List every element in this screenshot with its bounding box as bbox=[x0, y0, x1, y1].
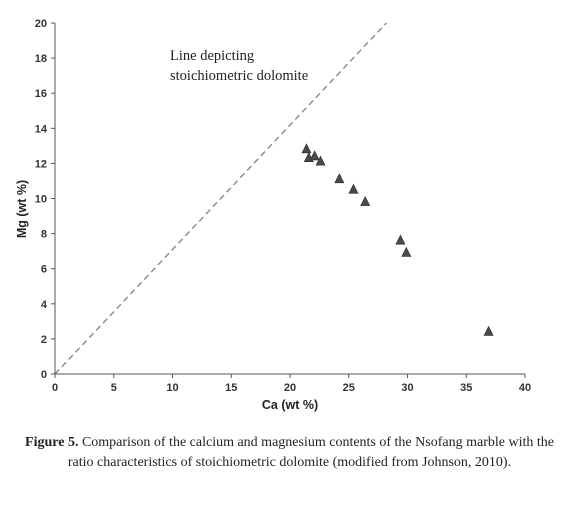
data-point bbox=[301, 143, 312, 154]
data-point bbox=[483, 325, 494, 336]
ticks: 0 5 10 15 20 25 30 35 40 0 2 4 6 8 10 12 14 16 18 20 bbox=[35, 18, 531, 394]
data-points bbox=[301, 143, 494, 336]
data-point bbox=[309, 150, 320, 161]
x-tick-label: 15 bbox=[225, 382, 237, 394]
y-tick-label: 10 bbox=[35, 194, 47, 206]
y-tick-label: 12 bbox=[35, 158, 47, 170]
x-tick-label: 5 bbox=[111, 382, 117, 394]
x-tick-label: 35 bbox=[460, 382, 472, 394]
stoichiometric-dolomite-line bbox=[54, 22, 387, 375]
y-tick-label: 6 bbox=[41, 264, 47, 276]
y-tick-label: 8 bbox=[41, 229, 47, 241]
annotation-line-2: stoichiometric dolomite bbox=[170, 68, 308, 84]
annotation-line-1: Line depicting bbox=[170, 48, 254, 64]
x-tick-label: 25 bbox=[343, 382, 355, 394]
x-tick-label: 30 bbox=[401, 382, 413, 394]
x-tick-label: 10 bbox=[166, 382, 178, 394]
x-tick-label: 0 bbox=[52, 382, 58, 394]
y-tick-label: 14 bbox=[35, 123, 48, 135]
y-tick-label: 4 bbox=[41, 299, 48, 311]
data-point bbox=[348, 183, 359, 194]
data-point bbox=[334, 173, 345, 184]
caption-text: Comparison of the calcium and magnesium … bbox=[67, 435, 554, 470]
data-point bbox=[315, 155, 326, 166]
y-tick-label: 18 bbox=[35, 53, 47, 65]
x-tick-label: 20 bbox=[284, 382, 296, 394]
data-point bbox=[401, 246, 412, 257]
y-tick-label: 2 bbox=[41, 334, 47, 346]
y-axis-title: Mg (wt %) bbox=[15, 180, 29, 238]
data-point bbox=[395, 234, 406, 245]
x-axis-title: Ca (wt %) bbox=[262, 398, 318, 412]
figure-caption: Figure 5. Comparison of the calcium and … bbox=[20, 433, 559, 473]
x-tick-label: 40 bbox=[519, 382, 531, 394]
data-point bbox=[360, 195, 371, 206]
y-tick-label: 16 bbox=[35, 88, 47, 100]
caption-label: Figure 5. bbox=[25, 435, 79, 450]
y-tick-label: 20 bbox=[35, 18, 47, 30]
reference-line-layer bbox=[54, 22, 387, 375]
y-tick-label: 0 bbox=[41, 369, 47, 381]
